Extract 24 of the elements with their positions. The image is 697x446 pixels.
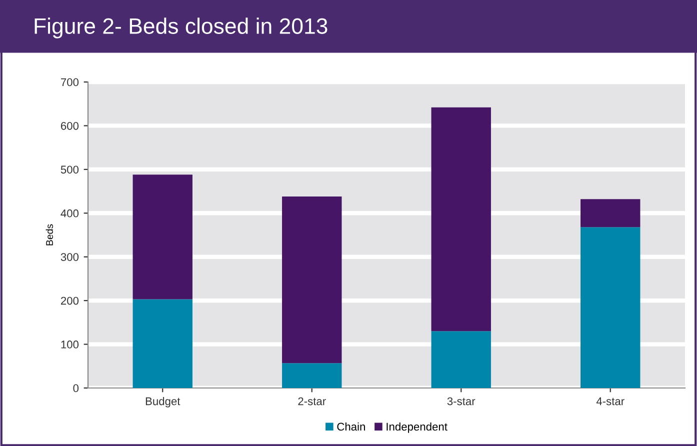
x-tick-label: 2-star	[298, 397, 326, 406]
y-axis-title: Beds	[46, 224, 53, 246]
legend-label: Chain	[337, 422, 365, 431]
legend-label: Independent	[386, 422, 448, 433]
bar	[580, 199, 640, 228]
chart-title: Figure 2- Beds closed in 2013	[34, 18, 328, 38]
y-tick-label: 0	[73, 384, 79, 392]
bar	[431, 331, 491, 388]
y-tick-label: 400	[60, 209, 79, 218]
y-tick-label: 100	[61, 340, 79, 348]
bar	[282, 363, 342, 388]
y-tick-label: 300	[60, 253, 79, 261]
bar	[282, 196, 342, 364]
y-tick-label: 600	[61, 122, 79, 130]
bar	[132, 299, 192, 388]
x-tick-label: Budget	[146, 397, 180, 408]
bar	[132, 174, 192, 300]
y-tick-label: 700	[61, 78, 79, 86]
bar	[580, 227, 640, 388]
bar	[431, 107, 491, 332]
x-tick-label: 4-star	[596, 397, 624, 406]
y-tick-label: 500	[60, 166, 79, 174]
y-tick-label: 200	[60, 296, 79, 305]
x-tick-label: 3-star	[447, 397, 476, 406]
